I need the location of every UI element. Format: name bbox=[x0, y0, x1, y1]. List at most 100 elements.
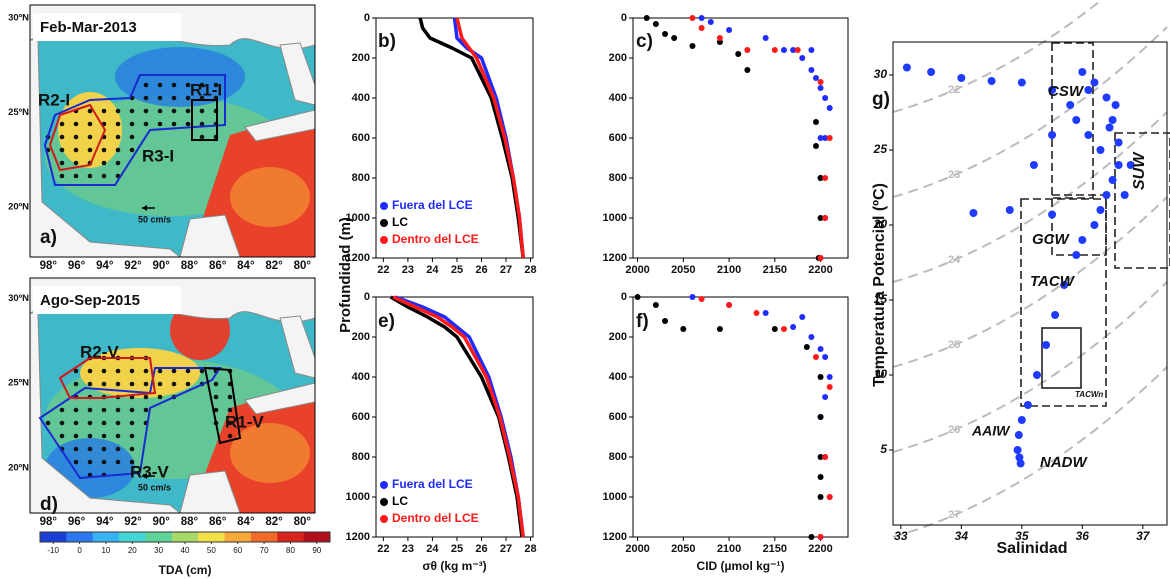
anomaly-blue bbox=[115, 47, 245, 107]
y-tick-label: 400 bbox=[352, 92, 370, 104]
y-tick-label: 5 bbox=[880, 442, 887, 456]
y-tick-label: 1200 bbox=[346, 252, 370, 264]
scale-label: 50 cm/s bbox=[138, 214, 171, 224]
point bbox=[822, 215, 829, 221]
point bbox=[1017, 416, 1026, 424]
point bbox=[812, 143, 819, 149]
station bbox=[129, 134, 135, 140]
point bbox=[817, 494, 824, 500]
legend-label: Fuera del LCE bbox=[392, 198, 473, 212]
point bbox=[1042, 341, 1051, 349]
point bbox=[1090, 78, 1099, 87]
point bbox=[726, 27, 733, 33]
colorbar-tick-label: 60 bbox=[233, 546, 242, 555]
panel-label: c) bbox=[636, 31, 653, 52]
point bbox=[826, 374, 833, 380]
y-tick-label: 600 bbox=[352, 132, 370, 144]
station bbox=[199, 82, 205, 88]
station bbox=[199, 121, 205, 127]
point bbox=[707, 19, 714, 25]
colorbar-segment bbox=[145, 532, 173, 542]
y-tick-label: 200 bbox=[609, 52, 627, 64]
point bbox=[799, 314, 806, 320]
station bbox=[101, 446, 107, 452]
station bbox=[157, 108, 163, 114]
land bbox=[244, 109, 315, 142]
station bbox=[185, 108, 191, 114]
lat-label: 30ºN bbox=[8, 293, 29, 304]
point bbox=[1072, 116, 1081, 124]
point bbox=[1048, 131, 1057, 139]
y-tick-label: 600 bbox=[609, 411, 627, 423]
colorbar-tick-label: 90 bbox=[312, 546, 321, 555]
station bbox=[129, 459, 135, 465]
point bbox=[817, 215, 824, 221]
point bbox=[735, 51, 742, 57]
y-axis-label: Profundidad (m) bbox=[337, 217, 354, 333]
station bbox=[227, 394, 233, 400]
station bbox=[73, 407, 79, 413]
x-tick-label: 35 bbox=[1015, 529, 1029, 543]
map-title: Ago-Sep-2015 bbox=[40, 292, 140, 309]
lon-label: 80° bbox=[294, 260, 312, 272]
x-tick-label: 26 bbox=[475, 543, 487, 555]
point bbox=[1013, 446, 1022, 454]
station bbox=[87, 368, 93, 374]
y-axis-label: Temperatura Potencial (ºC) bbox=[871, 183, 888, 387]
lon-label: 84° bbox=[237, 516, 255, 528]
point bbox=[1108, 176, 1117, 184]
y-tick-label: 1200 bbox=[603, 531, 627, 543]
station bbox=[87, 173, 93, 179]
lat-label: 25ºN bbox=[8, 378, 29, 389]
station bbox=[73, 160, 79, 166]
contour-label: 22 bbox=[948, 84, 960, 96]
lon-label: 96° bbox=[68, 260, 86, 272]
water-mass-label: GCW bbox=[1032, 231, 1071, 248]
point bbox=[817, 255, 824, 261]
x-tick-label: 2150 bbox=[763, 543, 787, 555]
station bbox=[115, 459, 121, 465]
x-tick-label: 36 bbox=[1076, 529, 1090, 543]
point bbox=[689, 15, 696, 21]
station bbox=[143, 95, 149, 101]
x-tick-label: 22 bbox=[377, 264, 389, 276]
x-tick-label: 24 bbox=[426, 543, 439, 555]
station bbox=[157, 121, 163, 127]
x-tick-label: 27 bbox=[500, 543, 512, 555]
y-tick-label: 0 bbox=[621, 12, 627, 24]
lon-label: 90° bbox=[153, 260, 171, 272]
point bbox=[671, 35, 678, 41]
station bbox=[87, 446, 93, 452]
point bbox=[1120, 191, 1129, 199]
point bbox=[817, 474, 824, 480]
map bbox=[30, 278, 315, 513]
water-mass-label: TACWn bbox=[1075, 390, 1103, 399]
y-tick-label: 200 bbox=[352, 52, 370, 64]
station bbox=[185, 368, 191, 374]
x-tick-label: 25 bbox=[451, 543, 463, 555]
station bbox=[129, 433, 135, 439]
point bbox=[902, 63, 911, 72]
point bbox=[698, 15, 705, 21]
lon-label: 98° bbox=[40, 516, 58, 528]
profile-line bbox=[392, 295, 525, 538]
lat-label: 30ºN bbox=[8, 13, 29, 24]
x-tick-label: 2000 bbox=[625, 264, 649, 276]
y-tick-label: 1200 bbox=[603, 252, 627, 264]
colorbar-tick-label: 70 bbox=[260, 546, 269, 555]
colorbar-tick-label: 40 bbox=[181, 546, 190, 555]
x-tick-label: 2150 bbox=[763, 264, 787, 276]
land bbox=[179, 214, 241, 257]
station bbox=[227, 420, 233, 426]
x-tick-label: 2200 bbox=[808, 264, 832, 276]
colorbar-segment bbox=[250, 532, 278, 542]
station bbox=[143, 82, 149, 88]
station bbox=[157, 82, 163, 88]
y-tick-label: 1000 bbox=[603, 212, 627, 224]
station bbox=[115, 108, 121, 114]
title-box bbox=[33, 286, 181, 314]
panel-label: f) bbox=[636, 311, 649, 332]
colorbar-tick-label: 80 bbox=[286, 546, 295, 555]
anomaly-yellow bbox=[80, 348, 200, 398]
water-mass-label: SUW bbox=[1131, 151, 1148, 190]
